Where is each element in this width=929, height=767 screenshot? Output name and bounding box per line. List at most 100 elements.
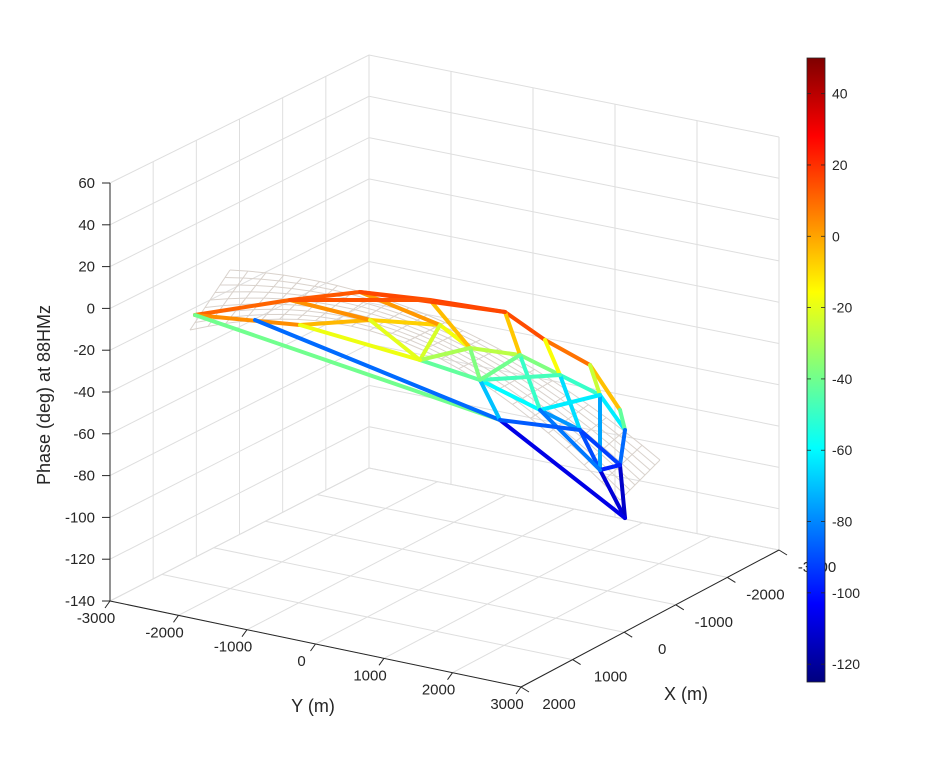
y-tick — [241, 629, 248, 637]
network-edge — [193, 313, 302, 327]
mesh-line — [297, 285, 338, 320]
network-edge — [588, 363, 622, 412]
y-tick-label: -2000 — [145, 624, 183, 641]
network-edge — [193, 298, 292, 317]
mesh-line — [315, 289, 356, 322]
tick-labels: 60 40 20 0 -20 -40 -60 -80 -100 -120 -140-3000 -200… — [65, 175, 836, 713]
network-edge — [618, 408, 627, 432]
network-edge — [578, 428, 622, 467]
z-axis-label: Phase (deg) at 88HMz — [34, 305, 54, 485]
z-tick-label: -140 — [65, 593, 95, 610]
network-edge — [598, 463, 622, 472]
grid-line — [246, 494, 506, 631]
grid-line — [368, 467, 780, 551]
mesh-line — [225, 272, 267, 324]
y-axis-label: Y (m) — [291, 696, 335, 716]
mesh-line — [189, 269, 231, 331]
network-edge — [538, 408, 602, 472]
network-edge — [298, 323, 422, 362]
network-edge — [253, 318, 502, 422]
y-tick — [310, 643, 316, 652]
network-edge — [478, 353, 522, 382]
x-axis-label: X (m) — [664, 684, 708, 704]
grid-line — [161, 573, 573, 661]
colorbar-tick-label: -100 — [832, 585, 860, 601]
grid-lines — [109, 54, 780, 688]
z-tick-label: 0 — [87, 300, 95, 317]
network-edge — [518, 353, 542, 412]
grid-line — [452, 535, 711, 674]
mesh-line — [619, 459, 661, 501]
y-tick — [378, 658, 385, 666]
z-tick-label: -120 — [65, 551, 95, 568]
z-tick-label: -20 — [73, 342, 95, 359]
grid-line — [109, 137, 780, 268]
y-tick — [104, 600, 111, 609]
x-tick-label: -2000 — [746, 586, 784, 603]
colorbar-ticks: 40 20 0 -20 -40 -60 -80 -100 -120 — [807, 86, 860, 672]
network-edge — [358, 290, 442, 327]
y-tick — [447, 672, 453, 680]
grid-line — [109, 95, 780, 226]
network-edge — [518, 353, 562, 377]
x-tick-label: 2000 — [542, 696, 575, 713]
network-edge — [618, 463, 627, 520]
y-tick — [173, 615, 179, 623]
grid-line — [109, 219, 780, 351]
grid-line — [178, 481, 438, 616]
z-tick-label: -80 — [73, 468, 95, 485]
colorbar-gradient — [806, 57, 826, 683]
grid-line — [109, 54, 780, 184]
network-edge — [543, 338, 592, 367]
network-edge — [578, 428, 602, 472]
y-tick-label: 3000 — [490, 696, 523, 713]
grid-line — [109, 467, 370, 602]
network-edge — [598, 468, 627, 520]
grid-line — [317, 494, 728, 578]
mesh-line — [530, 391, 571, 419]
network-edge — [298, 318, 372, 327]
axis-line — [520, 549, 780, 688]
colorbar: 40 20 0 -20 -40 -60 -80 -100 -120 — [806, 57, 860, 683]
network-edge — [588, 363, 602, 397]
mesh-line — [261, 277, 303, 321]
network-edge — [503, 310, 547, 342]
z-tick-label: 40 — [78, 217, 95, 234]
y-tick-label: 0 — [297, 653, 305, 670]
x-tick-label: -1000 — [695, 614, 733, 631]
network-edge — [618, 428, 627, 467]
colorbar-tick-label: -40 — [832, 371, 852, 387]
network-edge — [418, 346, 472, 362]
network-edge — [288, 298, 372, 322]
network-edge — [478, 378, 542, 412]
network-edge — [418, 358, 482, 382]
network-edge — [538, 408, 582, 432]
z-tick-label: -60 — [73, 426, 95, 443]
network-edge — [498, 418, 627, 520]
network-edge — [468, 346, 522, 357]
y-tick-label: 2000 — [422, 682, 455, 699]
colorbar-tick-label: -120 — [832, 656, 860, 672]
network-edge — [418, 323, 442, 362]
colorbar-tick-label: -80 — [832, 514, 852, 530]
network-edge — [498, 418, 582, 432]
grid-line — [109, 260, 780, 393]
colorbar-tick-label: 0 — [832, 228, 840, 244]
network-edge — [558, 373, 602, 397]
z-tick-label: 60 — [78, 175, 95, 192]
grid-line — [109, 467, 780, 602]
network-edge — [368, 318, 442, 327]
grid-line — [213, 547, 625, 633]
x-tick — [675, 604, 685, 611]
grid-line — [265, 520, 676, 606]
y-tick-label: -1000 — [214, 639, 252, 656]
colorbar-tick-label: -20 — [832, 300, 852, 316]
grid-line — [109, 302, 780, 435]
network-edge — [598, 393, 627, 432]
x-tick — [727, 576, 736, 583]
x-tick-label: 1000 — [594, 669, 627, 686]
colorbar-tick-label: 20 — [832, 157, 848, 173]
colorbar-tick-label: -60 — [832, 442, 852, 458]
network-edge — [358, 290, 507, 314]
